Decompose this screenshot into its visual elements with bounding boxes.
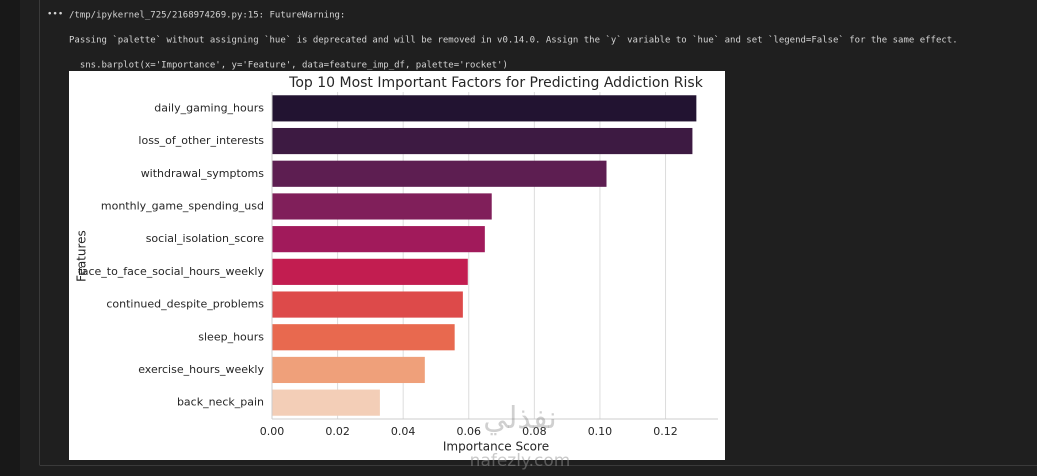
bar <box>272 95 697 122</box>
bar <box>272 160 607 187</box>
x-tick-label: 0.02 <box>325 425 350 438</box>
y-tick-label: daily_gaming_hours <box>154 101 264 114</box>
output-menu[interactable]: ••• <box>47 10 63 20</box>
watermark: nafezly.com <box>470 451 571 471</box>
bar <box>272 127 693 155</box>
y-tick-label: back_neck_pain <box>177 396 264 409</box>
x-axis-label: Importance Score <box>443 440 549 454</box>
y-tick-label: exercise_hours_weekly <box>138 363 264 376</box>
x-tick-label: 0.04 <box>391 425 416 438</box>
output-line: sns.barplot(x='Importance', y='Feature',… <box>69 61 508 71</box>
bar <box>272 324 455 351</box>
y-tick-label: withdrawal_symptoms <box>141 167 265 180</box>
x-tick-label: 0.08 <box>522 425 547 438</box>
bar <box>272 356 425 384</box>
y-tick-label: continued_despite_problems <box>106 298 264 311</box>
chart-title: Top 10 Most Important Factors for Predic… <box>288 75 704 91</box>
bar <box>272 226 485 253</box>
output-line: /tmp/ipykernel_725/2168974269.py:15: Fut… <box>69 11 345 21</box>
bar <box>272 291 463 318</box>
y-tick-label: social_isolation_score <box>146 232 265 245</box>
y-tick-label: face_to_face_social_hours_weekly <box>78 265 265 278</box>
y-tick-label: monthly_game_spending_usd <box>101 199 264 212</box>
bar <box>272 389 380 416</box>
x-tick-label: 0.10 <box>588 425 613 438</box>
gutter <box>0 0 20 476</box>
x-tick-label: 0.06 <box>457 425 482 438</box>
x-tick-label: 0.12 <box>653 425 678 438</box>
y-axis-label: Features <box>75 230 89 282</box>
plot: Top 10 Most Important Factors for Predic… <box>75 75 704 454</box>
y-tick-label: sleep_hours <box>198 330 264 343</box>
bar <box>272 258 468 285</box>
y-tick-label: loss_of_other_interests <box>138 134 264 147</box>
watermark: نفذلي <box>483 401 556 436</box>
x-tick-label: 0.00 <box>260 425 285 438</box>
output-line: Passing `palette` without assigning `hue… <box>69 35 958 46</box>
bar <box>272 193 492 220</box>
